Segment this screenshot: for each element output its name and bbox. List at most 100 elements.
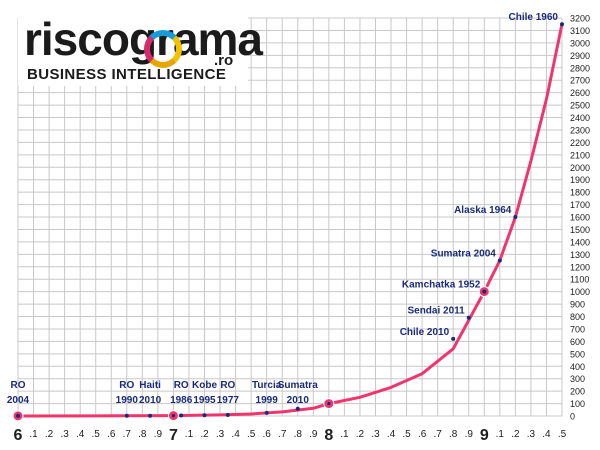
y-tick-label: 1300: [570, 250, 590, 260]
y-tick-label: 900: [570, 300, 585, 310]
marker-center: [172, 414, 175, 417]
y-tick-label: 2600: [570, 88, 590, 98]
data-point: [179, 414, 183, 418]
x-minor-tick-label: .5: [92, 429, 101, 440]
y-tick-label: 1700: [570, 200, 590, 210]
x-minor-tick-label: .2: [511, 429, 520, 440]
data-point: [226, 413, 230, 417]
y-tick-label: 1900: [570, 175, 590, 185]
x-major-tick-label: 8: [324, 427, 333, 444]
x-minor-tick-label: .6: [418, 429, 427, 440]
data-label: 2010: [139, 395, 162, 406]
y-tick-label: 2500: [570, 101, 590, 111]
x-minor-tick-label: .9: [465, 429, 474, 440]
y-tick-label: 2300: [570, 125, 590, 135]
data-label: Sendai 2011: [407, 306, 465, 317]
y-tick-label: 3000: [570, 38, 590, 48]
x-minor-tick-label: .4: [76, 429, 85, 440]
data-label: 1977: [217, 395, 240, 406]
x-minor-tick-label: .3: [216, 429, 225, 440]
y-tick-label: 100: [570, 399, 585, 409]
data-label: RO: [220, 380, 235, 391]
x-minor-tick-label: .7: [433, 429, 442, 440]
y-tick-label: 3200: [570, 14, 590, 24]
x-minor-tick-label: .2: [356, 429, 365, 440]
y-tick-label: 200: [570, 387, 585, 397]
logo-ring-icon: [144, 30, 182, 68]
y-tick-label: 2700: [570, 76, 590, 86]
y-tick-label: 700: [570, 324, 585, 334]
x-minor-tick-label: .7: [278, 429, 287, 440]
y-tick-label: 2800: [570, 63, 590, 73]
data-label: 2010: [287, 395, 310, 406]
data-label: Sumatra 2004: [431, 249, 496, 260]
data-point: [125, 414, 129, 418]
data-point: [265, 411, 269, 415]
x-minor-tick-label: .9: [154, 429, 163, 440]
x-minor-tick-label: .8: [294, 429, 303, 440]
x-minor-tick-label: .1: [340, 429, 349, 440]
data-point: [467, 316, 471, 320]
y-tick-label: 2000: [570, 163, 590, 173]
data-point: [560, 22, 564, 26]
y-tick-label: 1000: [570, 287, 590, 297]
y-tick-label: 1400: [570, 237, 590, 247]
x-major-tick-label: 7: [169, 427, 178, 444]
y-tick-label: 500: [570, 349, 585, 359]
y-tick-label: 2100: [570, 150, 590, 160]
data-point: [513, 215, 517, 219]
x-minor-tick-label: .3: [60, 429, 69, 440]
x-minor-tick-label: .3: [371, 429, 380, 440]
data-label: 2004: [7, 395, 30, 406]
data-label: RO: [174, 380, 189, 391]
y-tick-label: 1200: [570, 262, 590, 272]
y-tick-label: 1100: [570, 275, 589, 285]
x-minor-tick-label: .8: [138, 429, 147, 440]
x-major-tick-label: 6: [14, 427, 23, 444]
x-minor-tick-label: .5: [402, 429, 411, 440]
data-label: RO: [11, 380, 26, 391]
data-label: Kamchatka 1952: [402, 280, 481, 291]
x-minor-tick-label: .1: [29, 429, 38, 440]
x-minor-tick-label: .2: [200, 429, 209, 440]
y-tick-label: 300: [570, 374, 585, 384]
x-minor-tick-label: .6: [107, 429, 116, 440]
data-point: [482, 290, 486, 294]
y-tick-label: 3100: [570, 26, 590, 36]
x-minor-tick-label: .5: [247, 429, 256, 440]
y-tick-label: 1500: [570, 225, 590, 235]
y-tick-label: 600: [570, 337, 585, 347]
marker-center: [327, 402, 330, 405]
y-tick-label: 1800: [570, 188, 590, 198]
data-label: 1995: [193, 395, 216, 406]
logo: riscograma .ro BUSINESS INTELLIGENCE: [18, 16, 248, 86]
data-point: [296, 407, 300, 411]
data-label: RO: [119, 380, 134, 391]
x-minor-tick-label: .4: [542, 429, 551, 440]
data-point: [498, 259, 502, 263]
x-minor-tick-label: .5: [558, 429, 567, 440]
data-point: [203, 413, 207, 417]
y-tick-label: 0: [570, 412, 575, 422]
x-minor-tick-label: .1: [496, 429, 505, 440]
data-label: Chile 1960: [509, 12, 559, 23]
x-minor-tick-label: .8: [449, 429, 458, 440]
data-label: Chile 2010: [400, 327, 450, 338]
x-major-tick-label: 9: [480, 427, 489, 444]
data-label: 1986: [170, 395, 193, 406]
data-label: 1999: [256, 395, 279, 406]
x-minor-tick-label: .4: [231, 429, 240, 440]
x-minor-tick-label: .7: [123, 429, 132, 440]
x-minor-tick-label: .1: [185, 429, 194, 440]
y-tick-label: 400: [570, 362, 585, 372]
x-minor-tick-label: .4: [387, 429, 396, 440]
y-tick-label: 2400: [570, 113, 590, 123]
logo-tagline: BUSINESS INTELLIGENCE: [27, 66, 226, 83]
data-point: [16, 414, 20, 418]
x-minor-tick-label: .6: [263, 429, 272, 440]
y-axis: 0 100 200 300 400 500 600 700 800 900 1000 1100 1200…: [570, 14, 590, 422]
y-tick-label: 800: [570, 312, 585, 322]
data-label: Haiti: [139, 380, 161, 391]
x-minor-tick-label: .3: [527, 429, 536, 440]
x-axis: 6 .1 .2 .3 .4 .5 .6 .7 .8 .9 7 .1 .2 .3 .4 .5 .6 .7 .8 .9 8.…: [14, 427, 567, 444]
